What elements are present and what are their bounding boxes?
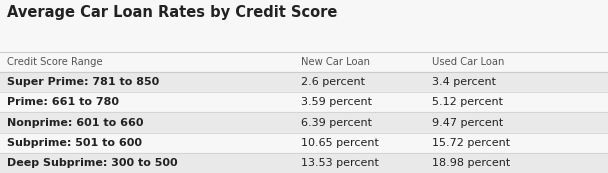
Text: 2.6 percent: 2.6 percent (301, 77, 365, 87)
Text: Deep Subprime: 300 to 500: Deep Subprime: 300 to 500 (7, 158, 178, 168)
Text: 18.98 percent: 18.98 percent (432, 158, 510, 168)
Text: 6.39 percent: 6.39 percent (301, 117, 372, 128)
Text: Average Car Loan Rates by Credit Score: Average Car Loan Rates by Credit Score (7, 5, 337, 20)
Text: 13.53 percent: 13.53 percent (301, 158, 379, 168)
Text: 5.12 percent: 5.12 percent (432, 97, 503, 107)
Text: 10.65 percent: 10.65 percent (301, 138, 379, 148)
Text: Prime: 661 to 780: Prime: 661 to 780 (7, 97, 119, 107)
Text: 3.4 percent: 3.4 percent (432, 77, 496, 87)
Bar (0, 112, 608, 133)
Text: Nonprime: 601 to 660: Nonprime: 601 to 660 (7, 117, 144, 128)
Text: 15.72 percent: 15.72 percent (432, 138, 510, 148)
Text: 9.47 percent: 9.47 percent (432, 117, 503, 128)
Text: New Car Loan: New Car Loan (301, 57, 370, 67)
Text: Subprime: 501 to 600: Subprime: 501 to 600 (7, 138, 142, 148)
Bar (0, 92, 608, 112)
Bar (0, 153, 608, 173)
Bar (0, 52, 608, 72)
Text: Used Car Loan: Used Car Loan (432, 57, 504, 67)
Bar (0, 133, 608, 153)
Text: Super Prime: 781 to 850: Super Prime: 781 to 850 (7, 77, 159, 87)
Bar (0, 72, 608, 92)
Text: 3.59 percent: 3.59 percent (301, 97, 372, 107)
Text: Credit Score Range: Credit Score Range (7, 57, 103, 67)
